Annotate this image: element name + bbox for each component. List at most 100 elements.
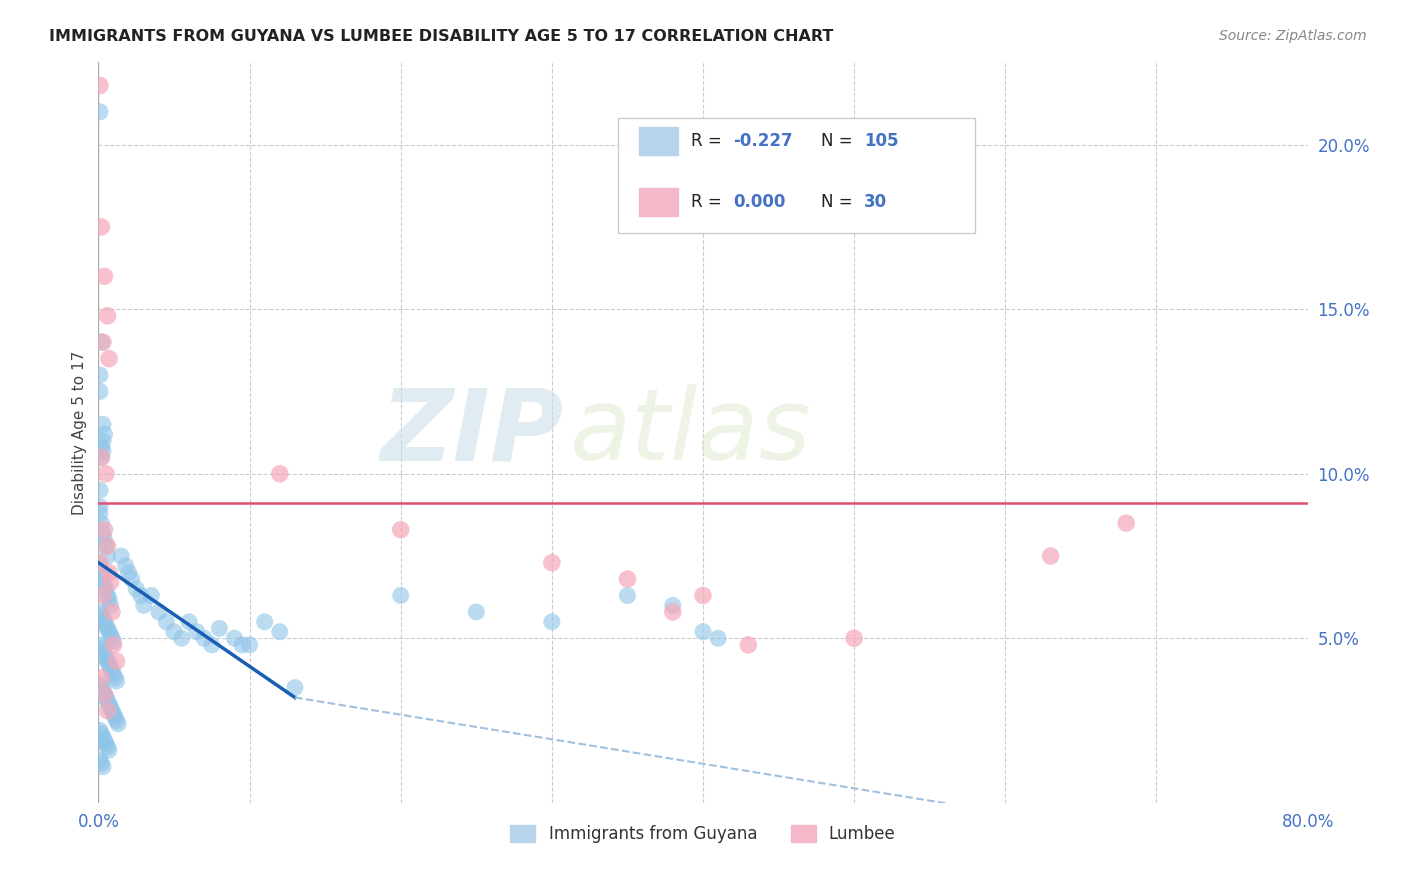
Point [94,690,117,705]
FancyBboxPatch shape [619,118,976,233]
Point [540,615,562,629]
Point [125,582,148,596]
Point [98,743,121,757]
Point [93,579,115,593]
Point [163,624,186,639]
Point [90,681,112,695]
Point [91,759,114,773]
Point [100,700,122,714]
Point [91,730,114,744]
Text: ZIP: ZIP [381,384,564,481]
Point [231,638,253,652]
Point [93,687,115,701]
Point [91,335,114,350]
Point [208,621,231,635]
Point [132,599,155,613]
Text: R =: R = [690,193,727,211]
Point [103,667,125,681]
Point [91,434,114,448]
Point [90,516,112,530]
FancyBboxPatch shape [638,127,678,155]
Point [98,624,121,639]
Point [148,605,170,619]
Point [93,733,115,747]
Point [89,483,111,498]
Point [100,661,122,675]
Point [105,654,128,668]
Point [93,533,115,547]
Point [1039,549,1062,563]
Point [91,589,114,603]
Point [179,615,201,629]
Point [193,632,215,646]
Point [737,638,759,652]
Point [89,506,111,520]
Point [98,697,121,711]
Point [96,549,118,563]
Point [91,684,114,698]
Point [269,624,291,639]
Point [94,467,117,481]
Point [98,657,121,672]
Point [90,671,112,685]
Point [616,589,638,603]
Text: R =: R = [690,132,727,150]
Point [707,632,730,646]
Point [96,309,118,323]
Point [91,417,114,432]
Point [110,549,132,563]
Point [96,739,118,754]
Point [101,632,124,646]
Point [94,582,117,596]
Point [284,681,307,695]
Point [90,727,112,741]
Point [89,558,111,573]
Point [186,624,208,639]
Point [201,638,224,652]
Point [89,104,111,119]
Point [90,756,112,771]
Point [93,523,115,537]
Point [121,572,143,586]
Point [1115,516,1137,530]
Text: IMMIGRANTS FROM GUYANA VS LUMBEE DISABILITY AGE 5 TO 17 CORRELATION CHART: IMMIGRANTS FROM GUYANA VS LUMBEE DISABIL… [49,29,834,44]
Point [89,677,111,691]
Point [100,628,122,642]
Point [89,723,111,738]
Point [89,384,111,399]
Point [96,621,118,635]
Text: 0.000: 0.000 [734,193,786,211]
Point [661,605,683,619]
Point [224,632,246,646]
Point [91,644,114,658]
Point [96,654,118,668]
Point [98,351,121,366]
Point [94,651,117,665]
Point [89,500,111,514]
Point [170,632,193,646]
Point [89,638,111,652]
Point [90,608,112,623]
Point [105,674,128,689]
Point [90,566,112,580]
Point [129,589,152,603]
Point [93,615,115,629]
Point [101,605,124,619]
Point [91,443,114,458]
Text: Source: ZipAtlas.com: Source: ZipAtlas.com [1219,29,1367,43]
Text: -0.227: -0.227 [734,132,793,150]
Y-axis label: Disability Age 5 to 17: Disability Age 5 to 17 [72,351,87,515]
Point [89,753,111,767]
Text: 105: 105 [863,132,898,150]
Point [239,638,262,652]
Point [105,714,128,728]
Point [93,269,115,284]
Point [90,641,112,656]
Point [692,589,714,603]
Point [103,634,125,648]
Point [90,335,112,350]
Point [253,615,276,629]
Point [616,572,638,586]
Point [692,624,714,639]
Point [93,427,115,442]
